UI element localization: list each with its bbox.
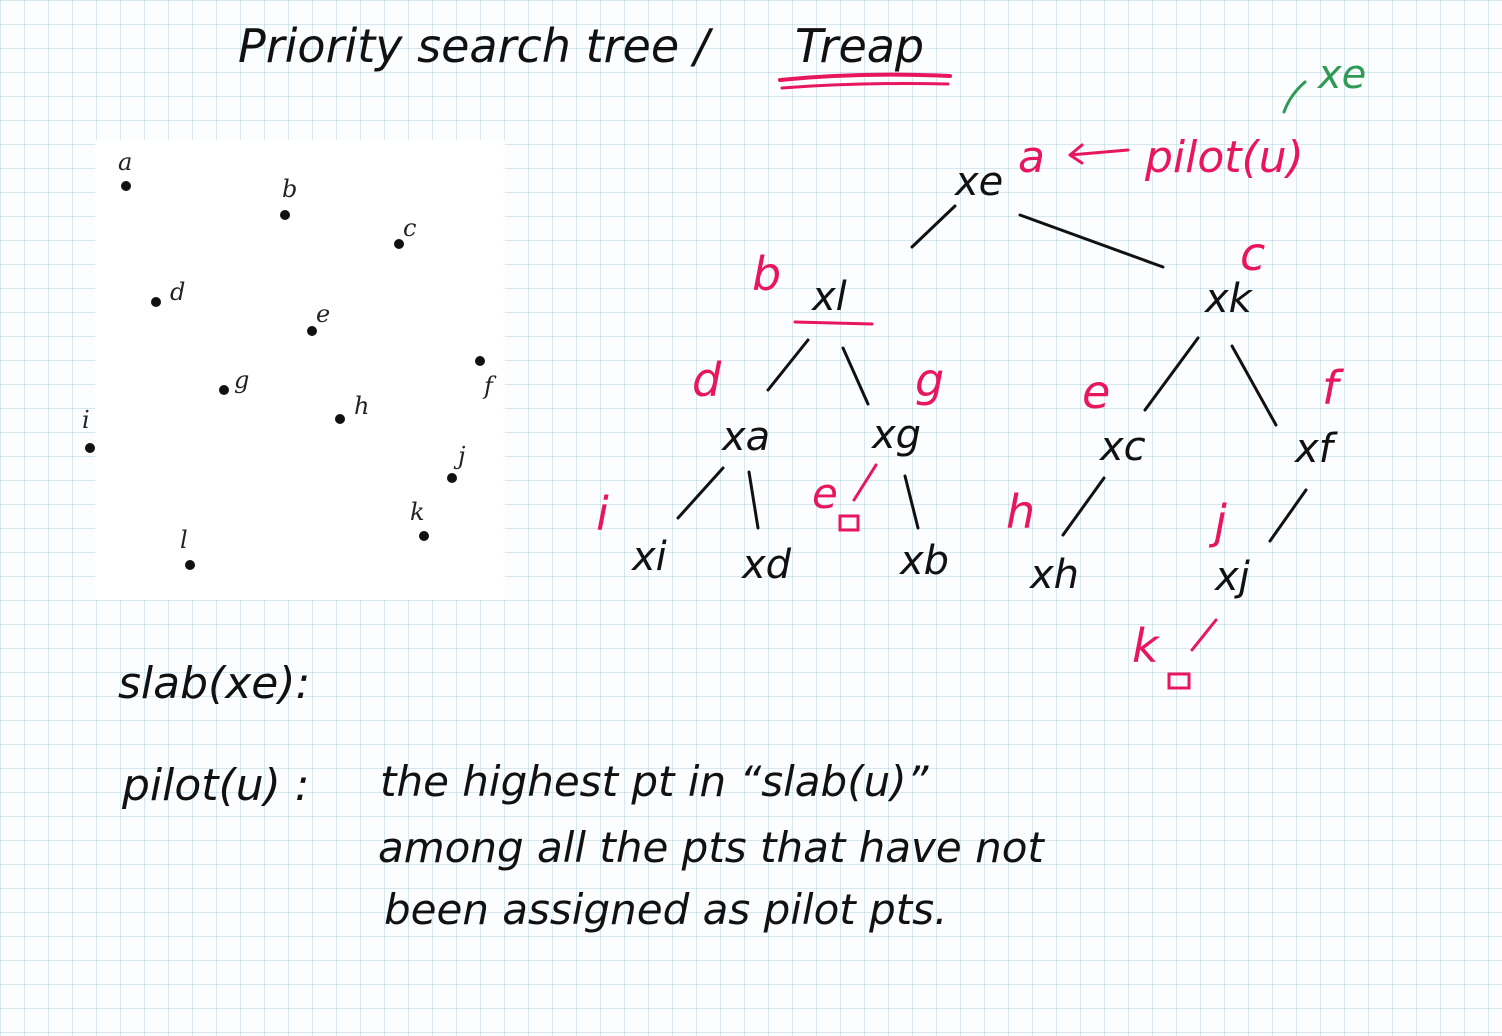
pilot-labels: a pilot(u) b c d g e f i e h j k	[596, 132, 1344, 673]
point-label-k: k	[410, 498, 425, 526]
title-treap: Treap	[795, 19, 924, 73]
pilot-e-empty: e	[812, 469, 838, 518]
edge-xk-xc	[1143, 336, 1200, 412]
pilot-root-a: a	[1018, 132, 1045, 183]
pilot-arrow	[1068, 143, 1130, 165]
tree-edges	[676, 204, 1308, 543]
point-e	[307, 326, 317, 336]
pilot-g: g	[915, 353, 944, 407]
empty-leaf-xj	[1167, 672, 1191, 690]
pilot-c: c	[1240, 227, 1265, 281]
edge-xl-xa	[766, 338, 810, 392]
edge-xl-xg	[841, 346, 870, 406]
pilot-i: i	[596, 487, 609, 541]
node-xi: xi	[630, 534, 667, 580]
node-xb: xb	[898, 538, 949, 584]
empty-leaf-xg	[838, 514, 860, 532]
slab-label: slab(xe):	[118, 658, 310, 709]
pilot-def-line1: the highest pt in “slab(u)”	[380, 757, 930, 806]
pilot-note: pilot(u)	[1144, 132, 1304, 183]
point-k	[419, 531, 429, 541]
node-xh: xh	[1028, 552, 1079, 598]
node-xc: xc	[1098, 424, 1146, 470]
title-text: Priority search tree /	[238, 19, 714, 73]
point-l	[185, 560, 195, 570]
point-g	[219, 385, 229, 395]
node-xk: xk	[1203, 276, 1254, 322]
node-xl-underline	[793, 320, 874, 326]
pilot-def-label: pilot(u) :	[121, 760, 310, 811]
point-label-b: b	[282, 175, 297, 203]
point-label-a: a	[118, 148, 132, 176]
node-xj: xj	[1213, 554, 1251, 600]
edge-xe-xl	[910, 204, 957, 249]
edge-xj-empty	[1190, 618, 1218, 652]
pilot-b: b	[752, 247, 781, 301]
point-label-g: g	[234, 366, 249, 394]
node-xg: xg	[870, 412, 921, 458]
pilot-f: f	[1322, 361, 1344, 415]
pilot-e: e	[1082, 365, 1110, 419]
point-label-d: d	[170, 278, 185, 306]
pilot-j: j	[1208, 495, 1227, 549]
point-c	[394, 239, 404, 249]
pilot-d: d	[692, 353, 722, 407]
point-f	[475, 356, 485, 366]
green-note: xe	[1316, 52, 1366, 98]
pilot-def-line2: among all the pts that have not	[378, 823, 1045, 872]
edge-xe-xk	[1018, 213, 1165, 269]
node-xd: xd	[740, 542, 792, 588]
pilot-h: h	[1006, 485, 1035, 539]
tree-nodes: xe xl xk xa xg xc xf xi xd xb xh xj	[630, 159, 1339, 600]
definitions: slab(xe): pilot(u) : the highest pt in “…	[118, 658, 1045, 934]
point-h	[335, 414, 345, 424]
point-set-panel	[95, 140, 505, 600]
node-xa: xa	[720, 414, 770, 460]
edge-xg-xb	[903, 474, 920, 530]
point-label-c: c	[403, 214, 416, 242]
edge-xk-xf	[1230, 344, 1278, 427]
edge-xc-xh	[1061, 476, 1106, 537]
point-set: a b c d e f g h i j k l	[82, 148, 497, 570]
node-xl: xl	[810, 274, 847, 320]
edge-xf-xj	[1268, 488, 1308, 543]
point-a	[121, 181, 131, 191]
point-i	[85, 443, 95, 453]
edge-xg-empty	[852, 463, 878, 502]
point-b	[280, 210, 290, 220]
point-d	[151, 297, 161, 307]
node-xf: xf	[1293, 426, 1339, 472]
treap-underline	[778, 72, 952, 82]
green-arrow	[1282, 80, 1307, 114]
pilot-k: k	[1132, 619, 1161, 673]
point-label-h: h	[354, 392, 369, 420]
point-j	[447, 473, 457, 483]
pilot-def-line3: been assigned as pilot pts.	[384, 885, 947, 934]
edge-xa-xi	[676, 466, 725, 520]
point-label-i: i	[82, 406, 90, 434]
point-label-l: l	[180, 526, 188, 554]
node-xe: xe	[953, 159, 1003, 205]
treap-underline-2	[780, 82, 950, 90]
point-label-e: e	[316, 300, 330, 328]
edge-xa-xd	[747, 470, 760, 530]
